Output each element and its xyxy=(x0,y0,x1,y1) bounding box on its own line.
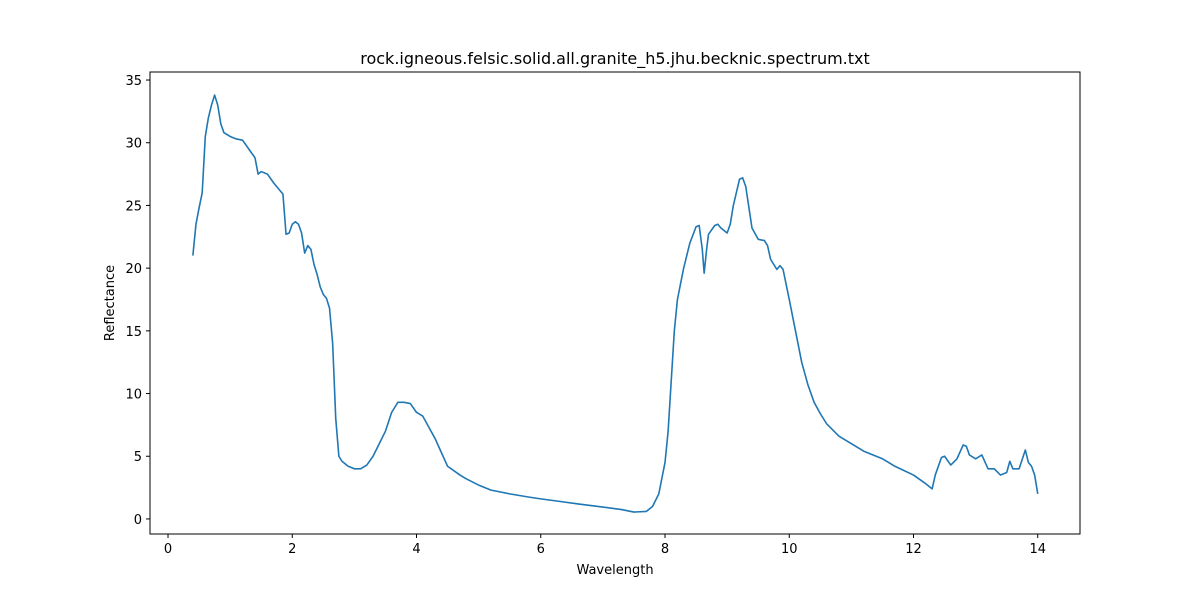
chart-title: rock.igneous.felsic.solid.all.granite_h5… xyxy=(360,49,870,69)
x-tick-label: 6 xyxy=(537,542,545,557)
x-tick-label: 2 xyxy=(288,542,296,557)
spectrum-line xyxy=(192,94,1039,513)
y-tick-label: 0 xyxy=(134,513,142,528)
x-tick-label: 4 xyxy=(412,542,420,557)
y-tick-label: 25 xyxy=(125,199,142,214)
plot-frame xyxy=(149,71,1081,535)
y-tick-label: 35 xyxy=(125,74,142,89)
y-tick-label: 30 xyxy=(125,137,142,152)
x-tick-label: 14 xyxy=(1029,542,1046,557)
y-tick-label: 10 xyxy=(125,388,142,403)
y-axis-label: Reflectance xyxy=(103,265,118,341)
x-axis-label: Wavelength xyxy=(576,563,653,578)
x-tick-label: 0 xyxy=(164,542,172,557)
x-tick-label: 12 xyxy=(905,542,922,557)
y-tick-label: 15 xyxy=(125,325,142,340)
y-tick-label: 5 xyxy=(134,450,142,465)
x-tick-label: 10 xyxy=(781,542,798,557)
x-tick-label: 8 xyxy=(661,542,669,557)
y-tick-label: 20 xyxy=(125,262,142,277)
